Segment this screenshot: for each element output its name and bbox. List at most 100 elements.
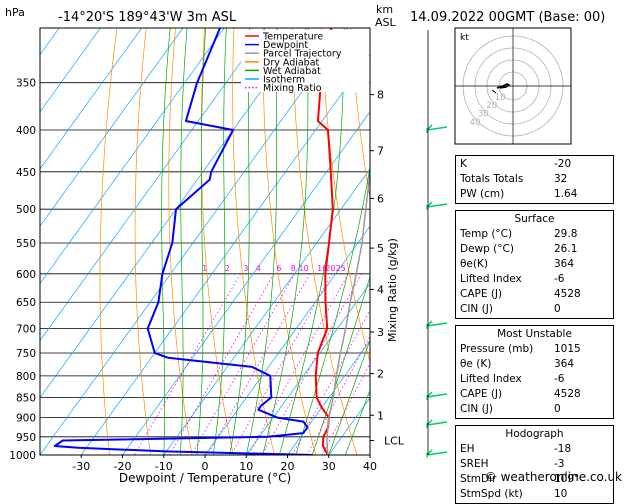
pressure-tick-label: 950	[16, 432, 36, 444]
surface-box-value: 0	[554, 302, 609, 317]
indices-box-label: PW (cm)	[460, 187, 554, 202]
x-tick-label: 40	[363, 460, 377, 473]
most-unstable-box-row: Pressure (mb)1015	[456, 342, 613, 357]
mixing-ratio-label: 1	[202, 264, 207, 273]
hodograph-box-row: SREH-3	[456, 457, 613, 472]
surface-box-row: Dewp (°C)26.1	[456, 242, 613, 257]
surface-box-label: CIN (J)	[460, 302, 554, 317]
pressure-tick-label: 350	[16, 78, 36, 90]
most-unstable-box-row: CIN (J)0	[456, 402, 613, 417]
indices-box-label: Totals Totals	[460, 172, 554, 187]
mixing-ratio-line	[191, 274, 294, 455]
dry-adiabat-line	[135, 28, 151, 455]
wind-barbs	[427, 30, 447, 458]
most-unstable-box-label: θe (K)	[460, 357, 554, 372]
most-unstable-box-row: CAPE (J)4528	[456, 387, 613, 402]
hodograph-box-value: -3	[554, 457, 609, 472]
km-tick-label: 2	[377, 368, 384, 381]
km-tick-label: 7	[377, 145, 384, 158]
surface-box-label: Temp (°C)	[460, 227, 554, 242]
most-unstable-box-value: 364	[554, 357, 609, 372]
indices-box-value: -20	[554, 157, 609, 172]
pressure-tick-label: 650	[16, 297, 36, 309]
pressure-tick-label: 450	[16, 167, 36, 179]
x-tick-label: 30	[322, 460, 336, 473]
surface-box-row: Lifted Index-6	[456, 272, 613, 287]
surface-box-value: 26.1	[554, 242, 609, 257]
surface-box-row: θe(K)364	[456, 257, 613, 272]
surface-box-value: -6	[554, 272, 609, 287]
hodograph-ring-label: 40	[470, 118, 481, 128]
indices-box-label: K	[460, 157, 554, 172]
surface-box-row: CAPE (J)4528	[456, 287, 613, 302]
km-tick-label: 4	[377, 283, 384, 296]
hodograph-unit-label: kt	[460, 33, 469, 43]
mixing-ratio-label: 6	[276, 264, 281, 273]
x-tick-label: -30	[72, 460, 90, 473]
hodograph-box-label: StmSpd (kt)	[460, 487, 554, 502]
km-tick-label: 6	[377, 192, 384, 205]
hodograph-box-value: -18	[554, 442, 609, 457]
mixing-ratio-label: 8	[291, 264, 296, 273]
indices-box-value: 32	[554, 172, 609, 187]
hodograph-box-row: StmSpd (kt)10	[456, 487, 613, 502]
indices-box-row: K-20	[456, 157, 613, 172]
km-tick-label: 1	[377, 409, 384, 422]
hodograph-box-label: SREH	[460, 457, 554, 472]
pressure-tick-label: 500	[16, 204, 36, 216]
surface-box-label: θe(K)	[460, 257, 554, 272]
most-unstable-box-value: 4528	[554, 387, 609, 402]
km-tick-label: 5	[377, 242, 384, 255]
hodograph-box-value: 109°	[554, 472, 609, 487]
surface-box-label: CAPE (J)	[460, 287, 554, 302]
hodograph-box-title: Hodograph	[456, 427, 613, 442]
km-tick-label: LCL	[384, 435, 405, 448]
hodograph-box-label: EH	[460, 442, 554, 457]
most-unstable-box-value: 0	[554, 402, 609, 417]
pressure-tick-label: 800	[16, 371, 36, 383]
mixing-ratio-label: 10	[299, 264, 309, 273]
location-title: -14°20'S 189°43'W 3m ASL	[58, 10, 237, 25]
mixing-ratio-axis-label: Mixing Ratio (g/kg)	[386, 238, 399, 342]
dry-adiabat-line	[614, 28, 629, 455]
plot-data	[55, 28, 377, 455]
wet-adiabat-line	[180, 28, 187, 455]
surface-box-value: 29.8	[554, 227, 609, 242]
indices-box-row: PW (cm)1.64	[456, 187, 613, 202]
dry-adiabat-line	[100, 28, 117, 455]
surface-box-label: Lifted Index	[460, 272, 554, 287]
pressure-tick-label: 750	[16, 348, 36, 360]
surface-box-title: Surface	[456, 212, 613, 227]
pressure-tick-label: 900	[16, 413, 36, 425]
surface-box-row: Temp (°C)29.8	[456, 227, 613, 242]
surface-box-value: 4528	[554, 287, 609, 302]
mixing-ratio-label: 2	[225, 264, 230, 273]
asl-label: ASL	[375, 16, 397, 29]
km-label: km	[376, 3, 393, 16]
most-unstable-box-row: θe (K)364	[456, 357, 613, 372]
pressure-tick-label: 400	[16, 125, 36, 137]
surface-box-value: 364	[554, 257, 609, 272]
most-unstable-box-value: 1015	[554, 342, 609, 357]
most-unstable-box-title: Most Unstable	[456, 327, 613, 342]
hodograph-box-label: StmDir	[460, 472, 554, 487]
most-unstable-box-row: Lifted Index-6	[456, 372, 613, 387]
most-unstable-box-label: Lifted Index	[460, 372, 554, 387]
hpa-label: hPa	[5, 6, 25, 19]
dry-adiabat-line	[201, 28, 233, 455]
most-unstable-box-label: CIN (J)	[460, 402, 554, 417]
pressure-tick-label: 700	[16, 324, 36, 336]
datetime-title: 14.09.2022 00GMT (Base: 00)	[410, 10, 605, 25]
wet-adiabat-line	[213, 28, 226, 455]
pressure-tick-label: 850	[16, 392, 36, 404]
hodograph-box-row: EH-18	[456, 442, 613, 457]
